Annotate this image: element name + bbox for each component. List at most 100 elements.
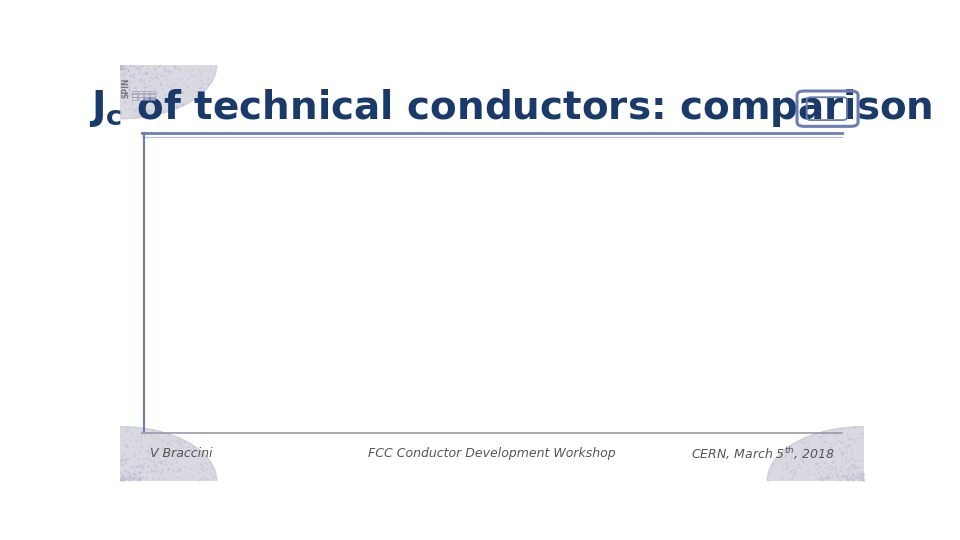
Point (114, 64, 130, 72)
Point (137, 83, 153, 91)
Point (833, 463, 849, 472)
Point (118, 454, 133, 462)
Point (148, 462, 163, 470)
Point (114, 63, 130, 72)
Point (854, 469, 870, 478)
Point (135, 464, 151, 472)
Point (156, 85, 171, 93)
Point (186, 446, 202, 454)
Point (785, 470, 801, 479)
Point (144, 70, 159, 78)
Point (155, 466, 170, 475)
Point (811, 462, 827, 470)
Point (156, 444, 171, 453)
Point (142, 449, 157, 457)
Point (134, 60, 150, 69)
Point (132, 476, 147, 484)
Bar (144, 97, 149, 100)
Point (798, 437, 813, 446)
Point (167, 98, 182, 106)
Point (131, 65, 146, 74)
Point (132, 463, 147, 471)
Point (132, 448, 148, 456)
Point (852, 475, 867, 483)
Point (201, 80, 216, 89)
Point (129, 474, 144, 483)
Point (160, 465, 176, 474)
Point (140, 108, 156, 117)
Point (163, 435, 179, 444)
Point (140, 90, 156, 99)
Point (122, 104, 137, 112)
Point (169, 472, 184, 481)
Point (120, 427, 135, 435)
Point (158, 75, 174, 84)
Point (137, 68, 153, 76)
Point (172, 465, 187, 474)
Point (175, 88, 190, 97)
Point (841, 462, 856, 471)
Point (800, 441, 815, 449)
Point (159, 97, 175, 106)
Point (116, 62, 132, 71)
Point (815, 476, 830, 485)
Point (172, 436, 187, 445)
Point (829, 469, 845, 478)
Point (824, 472, 839, 481)
Point (112, 64, 128, 72)
Point (155, 429, 170, 437)
Point (794, 456, 809, 465)
Point (175, 99, 190, 108)
Point (845, 476, 860, 484)
Point (168, 78, 183, 87)
Point (140, 462, 156, 470)
Point (798, 443, 813, 452)
Point (844, 444, 859, 453)
Point (790, 462, 805, 471)
Point (174, 442, 189, 451)
Point (122, 472, 137, 481)
Point (165, 79, 180, 88)
Point (172, 75, 187, 83)
Point (132, 474, 148, 482)
Point (783, 454, 799, 462)
Point (835, 448, 851, 457)
Point (842, 442, 857, 450)
Point (852, 470, 868, 479)
Point (156, 65, 171, 73)
Point (122, 61, 137, 70)
Point (824, 465, 839, 474)
Point (820, 472, 835, 481)
Point (192, 468, 207, 476)
Point (783, 467, 799, 475)
Point (136, 92, 152, 100)
Point (144, 87, 159, 96)
Point (844, 470, 859, 478)
Point (822, 462, 837, 470)
Point (156, 475, 172, 483)
Point (123, 472, 138, 481)
Point (123, 60, 138, 69)
Point (119, 467, 134, 476)
Point (114, 456, 130, 464)
Point (839, 465, 854, 474)
Point (811, 468, 827, 476)
Point (853, 463, 869, 472)
Point (114, 461, 130, 470)
Point (828, 428, 843, 436)
Point (203, 468, 218, 477)
Point (125, 60, 140, 69)
Point (114, 65, 130, 73)
Point (144, 431, 159, 440)
Point (833, 424, 849, 433)
Point (130, 476, 145, 485)
Bar (150, 97, 155, 100)
Point (153, 79, 168, 87)
Point (175, 100, 190, 109)
Point (147, 467, 162, 476)
Point (146, 434, 161, 443)
Point (811, 450, 827, 458)
Point (139, 447, 155, 456)
Point (150, 446, 165, 455)
Point (850, 472, 865, 481)
